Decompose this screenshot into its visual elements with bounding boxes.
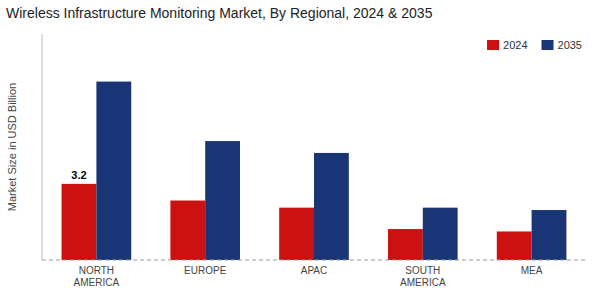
- legend: 2035 2024: [487, 39, 582, 51]
- x-tick-label: EUROPE: [184, 265, 227, 276]
- x-tick-label: MEA: [521, 265, 543, 276]
- chart-container: Wireless Infrastructure Monitoring Marke…: [0, 0, 600, 300]
- legend-label: 2024: [503, 39, 527, 51]
- title: Wireless Infrastructure Monitoring Marke…: [6, 5, 433, 21]
- bar: [279, 208, 314, 260]
- x-tick-label-line: AMERICA: [400, 277, 446, 288]
- baseline: [42, 260, 586, 261]
- bar: [423, 208, 458, 260]
- x-tick-label-line: NORTH: [79, 265, 114, 276]
- chart-svg: Wireless Infrastructure Monitoring Marke…: [0, 0, 600, 300]
- annotation: 3.2: [71, 169, 86, 181]
- x-tick-label: APAC: [301, 265, 328, 276]
- bar: [96, 82, 131, 260]
- x-tick-label-line: SOUTH: [405, 265, 440, 276]
- legend-swatch: [487, 40, 499, 50]
- bar: [497, 231, 532, 260]
- legend-swatch: [542, 40, 554, 50]
- x-tick-label: NORTHAMERICA: [74, 265, 120, 288]
- bar: [314, 153, 349, 260]
- x-tick-label-line: APAC: [301, 265, 328, 276]
- bars: [62, 82, 567, 260]
- bar: [170, 201, 205, 260]
- bar: [205, 141, 240, 260]
- legend-label: 2035: [558, 39, 582, 51]
- y-axis-line: [42, 34, 43, 260]
- x-tick-label-line: EUROPE: [184, 265, 227, 276]
- x-tick-label-line: MEA: [521, 265, 543, 276]
- y-axis-label: Market Size in USD Billion: [6, 83, 18, 211]
- bar: [532, 210, 567, 260]
- bar: [388, 229, 423, 260]
- x-tick-label-line: AMERICA: [74, 277, 120, 288]
- x-tick-label: SOUTHAMERICA: [400, 265, 446, 288]
- bar: [62, 184, 97, 260]
